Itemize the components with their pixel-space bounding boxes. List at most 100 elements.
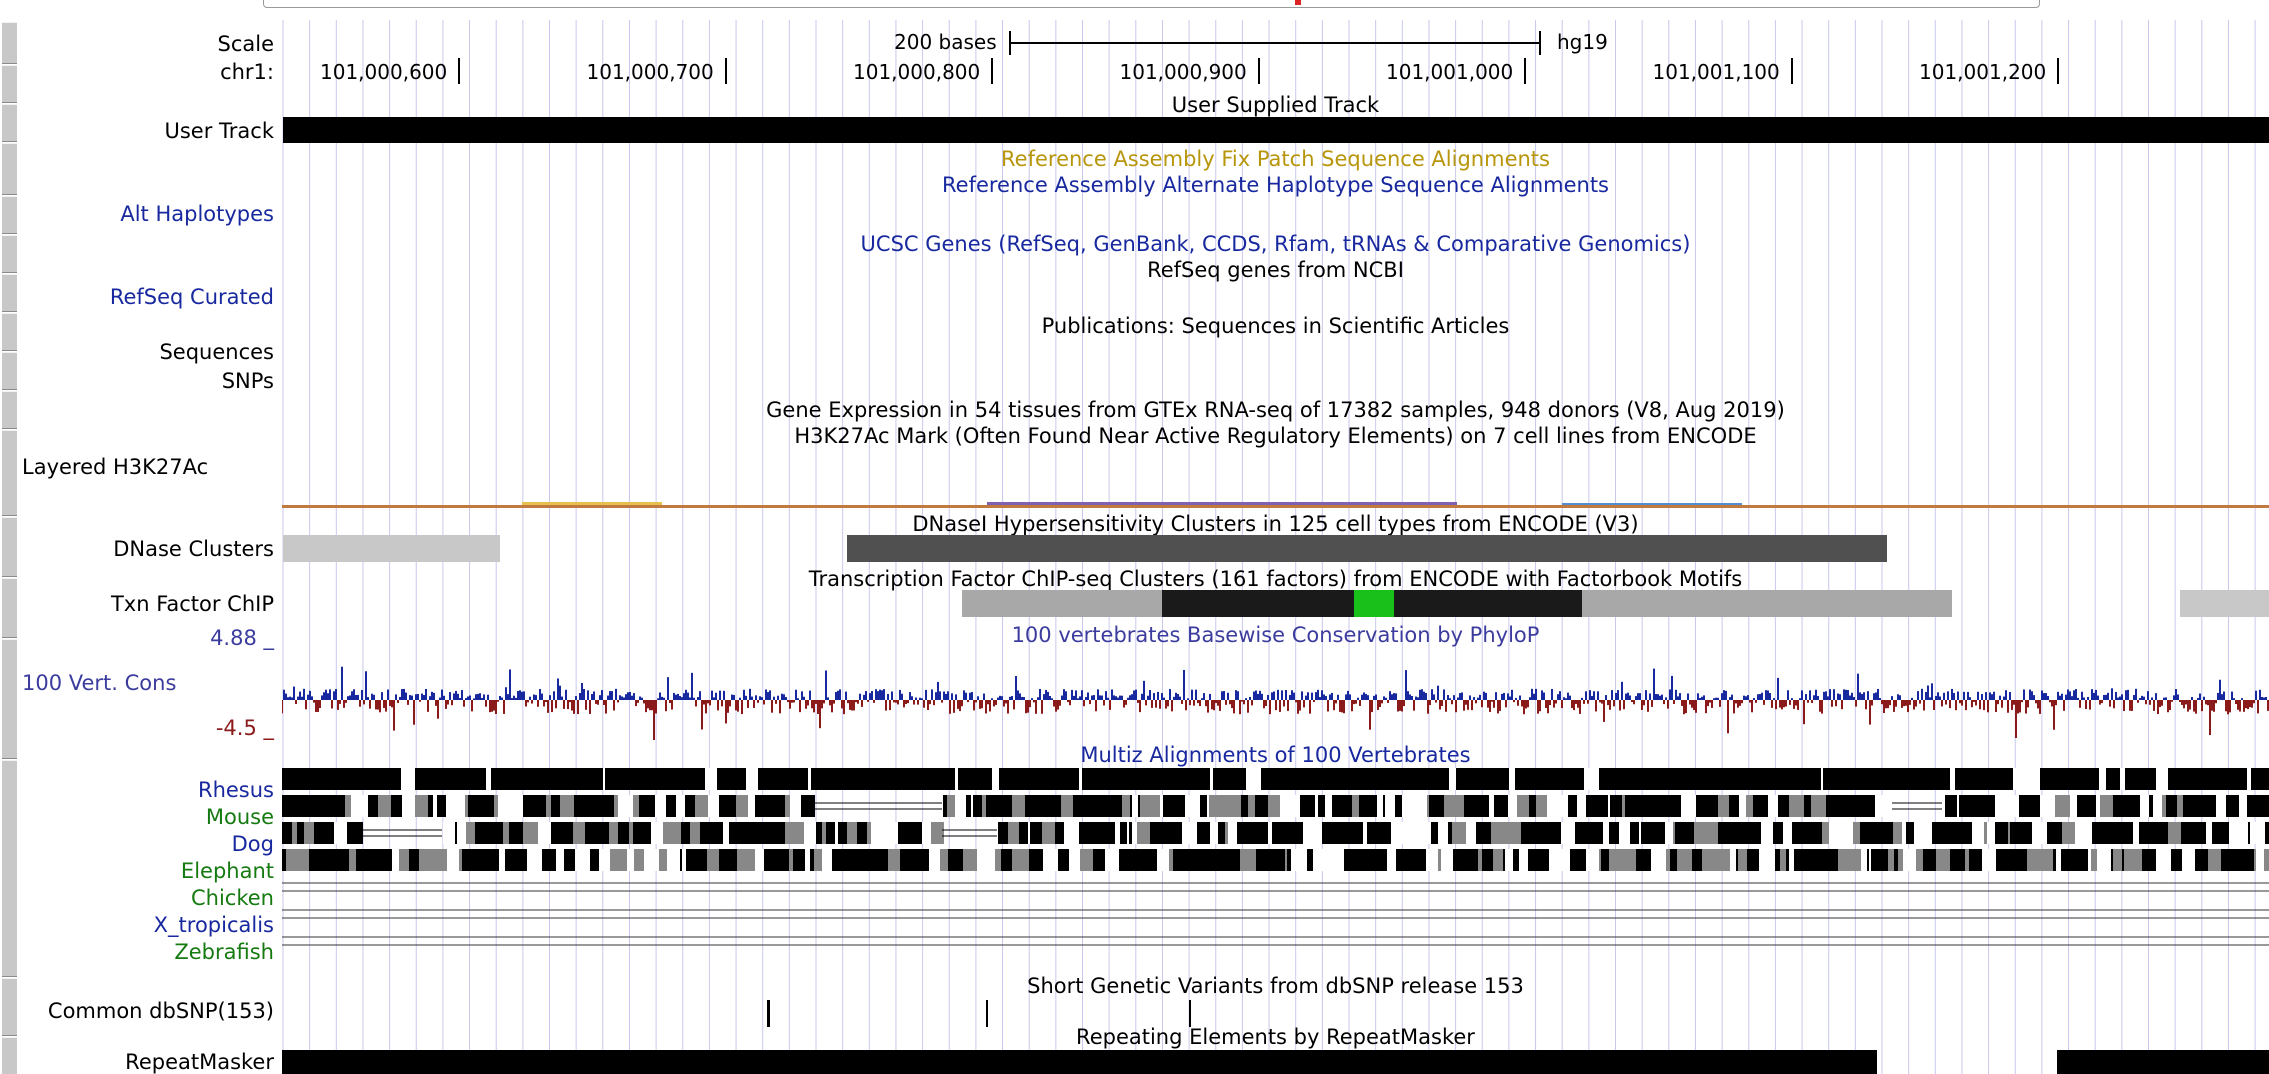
alignment-block xyxy=(1884,795,1893,817)
alignment-block xyxy=(1923,849,1936,871)
alignment-block xyxy=(1132,795,1138,817)
alignment-block xyxy=(1953,795,1957,817)
user-track-label[interactable]: User Track xyxy=(164,119,275,143)
alignment-block xyxy=(1161,822,1175,844)
track-handle[interactable] xyxy=(2,313,17,351)
track-handle[interactable] xyxy=(2,578,17,638)
alignment-block xyxy=(732,822,738,844)
repeat-element[interactable] xyxy=(282,1050,1877,1074)
snps-label[interactable]: SNPs xyxy=(221,369,274,393)
alignment-block xyxy=(1332,795,1347,817)
dnase-cluster[interactable] xyxy=(847,535,1887,562)
alignment-block xyxy=(1260,822,1268,844)
dnase-clusters-label[interactable]: DNase Clusters xyxy=(113,537,274,561)
alignment-block xyxy=(1246,768,1261,790)
alignment-block xyxy=(2088,849,2091,871)
track-handle[interactable] xyxy=(2,639,17,759)
alignment-block xyxy=(1773,822,1776,844)
track-handle[interactable] xyxy=(2,978,17,1036)
track-handle[interactable] xyxy=(2,430,17,516)
alignment-block xyxy=(1821,768,1823,790)
track-image[interactable]: Scale chr1: User Track Alt Haplotypes Re… xyxy=(0,20,2269,1074)
snp-variant[interactable] xyxy=(1189,1000,1191,1027)
species-zebrafish-label[interactable]: Zebrafish xyxy=(174,940,274,964)
species-rhesus-label[interactable]: Rhesus xyxy=(197,778,274,802)
alignment-block xyxy=(1841,795,1854,817)
alignment-block xyxy=(1512,822,1521,844)
species-xtropicalis-label[interactable]: X_tropicalis xyxy=(153,913,274,937)
species-mouse-label[interactable]: Mouse xyxy=(205,805,274,829)
alignment-block xyxy=(1402,849,1411,871)
alignment-block xyxy=(309,849,315,871)
alignment-block xyxy=(1363,795,1377,817)
species-chicken-label[interactable]: Chicken xyxy=(191,886,274,910)
alignment-block xyxy=(1276,849,1285,871)
track-handle[interactable] xyxy=(2,143,17,195)
h3k27ac-signal[interactable] xyxy=(282,505,2269,508)
track-handle[interactable] xyxy=(2,760,17,977)
alignment-block xyxy=(282,822,292,844)
txn-factor-chip-label[interactable]: Txn Factor ChIP xyxy=(110,592,274,616)
snp-variant[interactable] xyxy=(986,1000,988,1027)
alignment-block xyxy=(497,768,507,790)
layered-h3k27ac-label[interactable]: Layered H3K27Ac xyxy=(22,455,209,479)
track-handle[interactable] xyxy=(2,65,17,103)
track-handle[interactable] xyxy=(2,235,17,273)
alignment-block xyxy=(2140,795,2149,817)
alignment-block xyxy=(1584,768,1599,790)
alignment-block xyxy=(2000,768,2006,790)
alignment-block xyxy=(2205,768,2213,790)
alignment-block xyxy=(1517,795,1529,817)
track-handle[interactable] xyxy=(2,196,17,234)
alignment-block xyxy=(729,768,735,790)
alignment-block xyxy=(2181,822,2193,844)
alignment-block xyxy=(847,822,857,844)
track-handle[interactable] xyxy=(2,104,17,142)
alignment-block xyxy=(1664,768,1671,790)
alignment-block xyxy=(1702,849,1716,871)
alignment-block xyxy=(1175,822,1182,844)
alignment-block xyxy=(1818,822,1822,844)
alignment-block xyxy=(360,822,363,844)
alignment-block xyxy=(559,768,574,790)
track-handle[interactable] xyxy=(2,352,17,390)
phylop-wiggle[interactable] xyxy=(282,660,2269,740)
track-handle[interactable] xyxy=(2,22,17,64)
track-handle[interactable] xyxy=(2,517,17,577)
track-handle[interactable] xyxy=(2,274,17,312)
alignment-block xyxy=(1851,849,1861,871)
alignment-block xyxy=(1759,849,1762,871)
dnase-cluster[interactable] xyxy=(283,535,500,562)
alignment-block xyxy=(1582,768,1584,790)
ruler-tick xyxy=(2057,58,2059,84)
tfbs-cluster[interactable] xyxy=(2180,590,2269,617)
repeat-element[interactable] xyxy=(2057,1050,2269,1074)
track-handle[interactable] xyxy=(2,391,17,429)
refseq-curated-label[interactable]: RefSeq Curated xyxy=(109,285,274,309)
position-bar[interactable] xyxy=(263,0,2040,8)
alignment-block xyxy=(1914,822,1927,844)
species-elephant-label[interactable]: Elephant xyxy=(180,859,274,883)
species-dog-label[interactable]: Dog xyxy=(231,832,274,856)
alignment-block xyxy=(1730,849,1736,871)
alignment-block xyxy=(1780,768,1794,790)
repeatmasker-label[interactable]: RepeatMasker xyxy=(125,1050,274,1074)
alignment-block xyxy=(1007,768,1020,790)
sequences-label[interactable]: Sequences xyxy=(159,340,274,364)
alignment-block xyxy=(1327,768,1338,790)
common-dbsnp-label[interactable]: Common dbSNP(153) xyxy=(47,999,274,1023)
alt-haplotypes-label[interactable]: Alt Haplotypes xyxy=(120,202,274,226)
snp-variant[interactable] xyxy=(767,1000,770,1027)
alignment-block xyxy=(1210,768,1213,790)
alignment-block xyxy=(1059,768,1066,790)
alignment-block xyxy=(1558,768,1560,790)
cons-track-label[interactable]: 100 Vert. Cons xyxy=(22,671,177,695)
alignment-block xyxy=(1367,822,1378,844)
user-track-feature[interactable] xyxy=(283,117,2269,143)
alignment-block xyxy=(2073,768,2085,790)
multiz-alignments[interactable] xyxy=(282,768,2269,968)
alignment-block xyxy=(671,795,676,817)
alignment-block xyxy=(1363,822,1367,844)
tfbs-motif[interactable] xyxy=(1354,590,1394,617)
track-handle[interactable] xyxy=(2,1037,17,1074)
